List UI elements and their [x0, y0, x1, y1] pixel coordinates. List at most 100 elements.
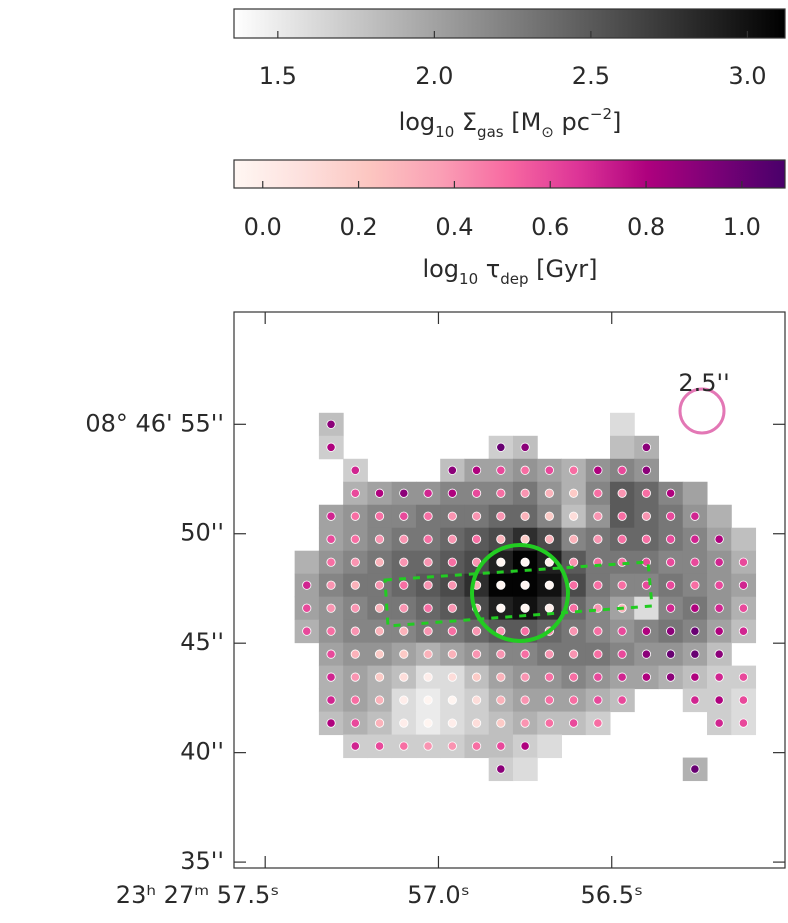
depletion-dot — [302, 626, 312, 636]
depletion-dot — [569, 672, 579, 682]
label-part: 10 — [459, 270, 478, 288]
depletion-dot — [326, 695, 336, 705]
depletion-dot — [471, 695, 482, 705]
depletion-dot — [447, 603, 457, 613]
depletion-dot — [569, 557, 579, 567]
x-tick-label: 23ʰ 27ᵐ 57.5ˢ — [116, 881, 279, 909]
label-part: ] — [612, 108, 621, 136]
aperture-circle — [470, 543, 570, 643]
y-tick-label: 08° 46' 55'' — [85, 409, 224, 437]
depletion-dot — [714, 649, 724, 659]
depletion-dot — [423, 534, 433, 544]
depletion-dot — [350, 741, 360, 751]
depletion-dot — [374, 580, 385, 590]
depletion-dot — [714, 580, 724, 590]
depletion-dot — [374, 695, 385, 705]
depletion-dot — [641, 649, 651, 659]
depletion-dot — [641, 442, 651, 452]
depletion-dot — [666, 580, 676, 590]
colorbar-tick-label: 0.2 — [339, 213, 377, 241]
depletion-dot — [423, 488, 433, 498]
plot-frame — [233, 311, 786, 869]
depletion-dot — [617, 534, 627, 544]
label-part: log — [399, 108, 436, 136]
depletion-dot — [666, 488, 676, 498]
depletion-dot — [714, 718, 724, 728]
depletion-dot — [617, 488, 627, 498]
depletion-dot — [520, 534, 530, 544]
depletion-dot — [690, 511, 700, 521]
depletion-dot — [520, 672, 530, 682]
depletion-dot — [544, 580, 554, 590]
depletion-dot — [690, 672, 700, 682]
depletion-dot — [399, 626, 409, 636]
y-tick-label: 50'' — [180, 519, 224, 547]
depletion-dot — [641, 488, 651, 498]
depletion-dot — [690, 649, 700, 659]
depletion-dot — [399, 580, 409, 590]
beam-label: 2.5'' — [678, 369, 729, 397]
depletion-dot — [666, 557, 676, 567]
gas-pixel — [707, 504, 732, 529]
depletion-dot — [641, 511, 651, 521]
depletion-dot — [520, 580, 530, 590]
depletion-dot — [569, 580, 579, 590]
depletion-dot — [520, 442, 530, 452]
label-part: gas — [477, 123, 504, 141]
depletion-dot — [544, 511, 554, 521]
depletion-dot — [666, 511, 676, 521]
depletion-dot — [617, 465, 627, 475]
depletion-dot — [593, 534, 603, 544]
depletion-dot — [350, 534, 360, 544]
depletion-dot — [569, 603, 579, 613]
depletion-dot — [496, 695, 506, 705]
depletion-dot — [326, 649, 336, 659]
depletion-dot — [520, 695, 530, 705]
depletion-dot — [447, 695, 457, 705]
depletion-dot — [423, 626, 433, 636]
depletion-dot — [641, 626, 651, 636]
depletion-dot — [690, 603, 700, 613]
depletion-dot — [714, 626, 724, 636]
depletion-dot — [714, 603, 724, 613]
depletion-dot — [350, 511, 360, 521]
depletion-dot — [520, 741, 530, 751]
depletion-dot — [569, 718, 579, 728]
depletion-dot — [738, 557, 749, 567]
depletion-dot — [496, 718, 506, 728]
depletion-dot — [399, 695, 409, 705]
label-part: [M — [504, 108, 542, 136]
colorbar — [233, 8, 786, 39]
depletion-dot — [738, 580, 749, 590]
depletion-dot — [326, 557, 336, 567]
depletion-dot — [593, 718, 603, 728]
gas-pixel — [682, 481, 708, 506]
depletion-dot — [714, 695, 724, 705]
depletion-dot — [641, 465, 651, 475]
depletion-dot — [569, 626, 579, 636]
depletion-dot — [738, 603, 749, 613]
label-part: τ — [478, 255, 500, 283]
depletion-dot — [690, 580, 700, 590]
depletion-dot — [374, 557, 385, 567]
gas-pixel — [609, 435, 635, 460]
depletion-dot — [399, 649, 409, 659]
depletion-dot — [666, 649, 676, 659]
depletion-dot — [496, 672, 506, 682]
depletion-dot — [374, 718, 385, 728]
depletion-dot — [471, 672, 482, 682]
colorbar-tick-label: 2.5 — [572, 62, 610, 90]
depletion-dot — [569, 534, 579, 544]
depletion-dot — [593, 465, 603, 475]
depletion-dot — [666, 626, 676, 636]
depletion-dot — [350, 557, 360, 567]
depletion-dot — [471, 626, 482, 636]
x-tick-label: 56.5ˢ — [581, 881, 643, 909]
depletion-dot — [399, 534, 409, 544]
depletion-dot — [326, 718, 336, 728]
depletion-dot — [423, 603, 433, 613]
y-tick-label: 35'' — [180, 847, 224, 875]
depletion-dot — [423, 557, 433, 567]
depletion-dot — [350, 718, 360, 728]
